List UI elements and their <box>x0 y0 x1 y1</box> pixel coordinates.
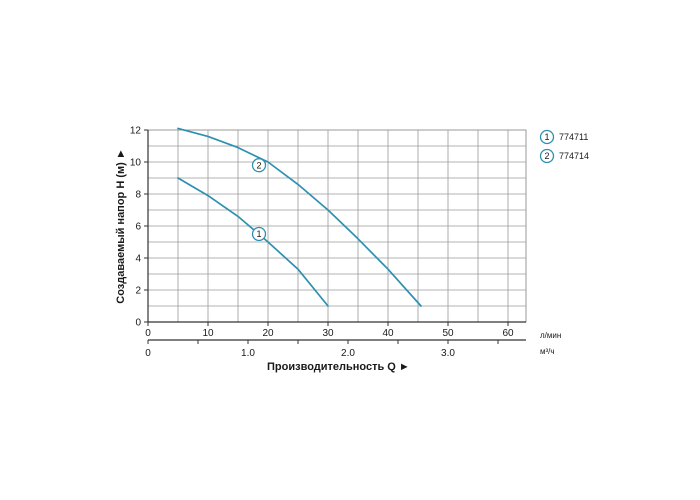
y-axis-title: Создаваемый напор H (м) ► <box>115 148 127 303</box>
series-marker-circle <box>539 148 555 164</box>
legend-marker-2: 2 <box>539 148 555 164</box>
y-tick-label: 8 <box>135 190 141 201</box>
series-marker-number: 1 <box>544 132 549 142</box>
series-marker-number: 1 <box>256 229 261 239</box>
series-marker-circle <box>251 158 267 173</box>
x2-tick-label: 2.0 <box>341 348 355 359</box>
legend: 1 774711 2 774714 <box>539 129 589 164</box>
series: 12 <box>177 127 422 307</box>
x-tick-label: 60 <box>502 328 514 339</box>
series-line-2 <box>177 127 422 307</box>
y-tick-label: 12 <box>130 126 142 137</box>
x-tick-label: 30 <box>322 328 334 339</box>
series-marker-circle <box>539 129 555 145</box>
x2-tick-label: 1.0 <box>241 348 255 359</box>
legend-label-2: 774714 <box>559 151 589 161</box>
legend-marker-1: 1 <box>539 129 555 145</box>
x-tick-label: 40 <box>382 328 394 339</box>
x-unit-label: л/мин <box>540 331 561 340</box>
series-marker-2: 2 <box>251 158 267 173</box>
grid <box>147 129 527 323</box>
x-axis-title: Производительность Q ► <box>267 361 410 373</box>
x-tick-label: 20 <box>262 328 274 339</box>
y-tick-label: 10 <box>130 158 142 169</box>
legend-label-1: 774711 <box>559 132 588 142</box>
y-tick-label: 0 <box>135 318 141 329</box>
x2-unit-label: м³/ч <box>540 347 555 356</box>
y-tick-label: 6 <box>135 222 141 233</box>
series-marker-circle <box>251 226 267 242</box>
x-tick-label: 0 <box>145 328 151 339</box>
series-line-1 <box>177 177 329 307</box>
x2-tick-label: 0 <box>145 348 151 359</box>
series-marker-1: 1 <box>251 226 267 242</box>
series-marker-number: 2 <box>256 160 261 170</box>
y-tick-label: 2 <box>135 286 141 297</box>
y-tick-label: 4 <box>135 254 141 265</box>
x2-tick-label: 3.0 <box>441 348 455 359</box>
x-tick-label: 50 <box>442 328 454 339</box>
x-tick-label: 10 <box>202 328 214 339</box>
series-marker-number: 2 <box>544 151 549 161</box>
